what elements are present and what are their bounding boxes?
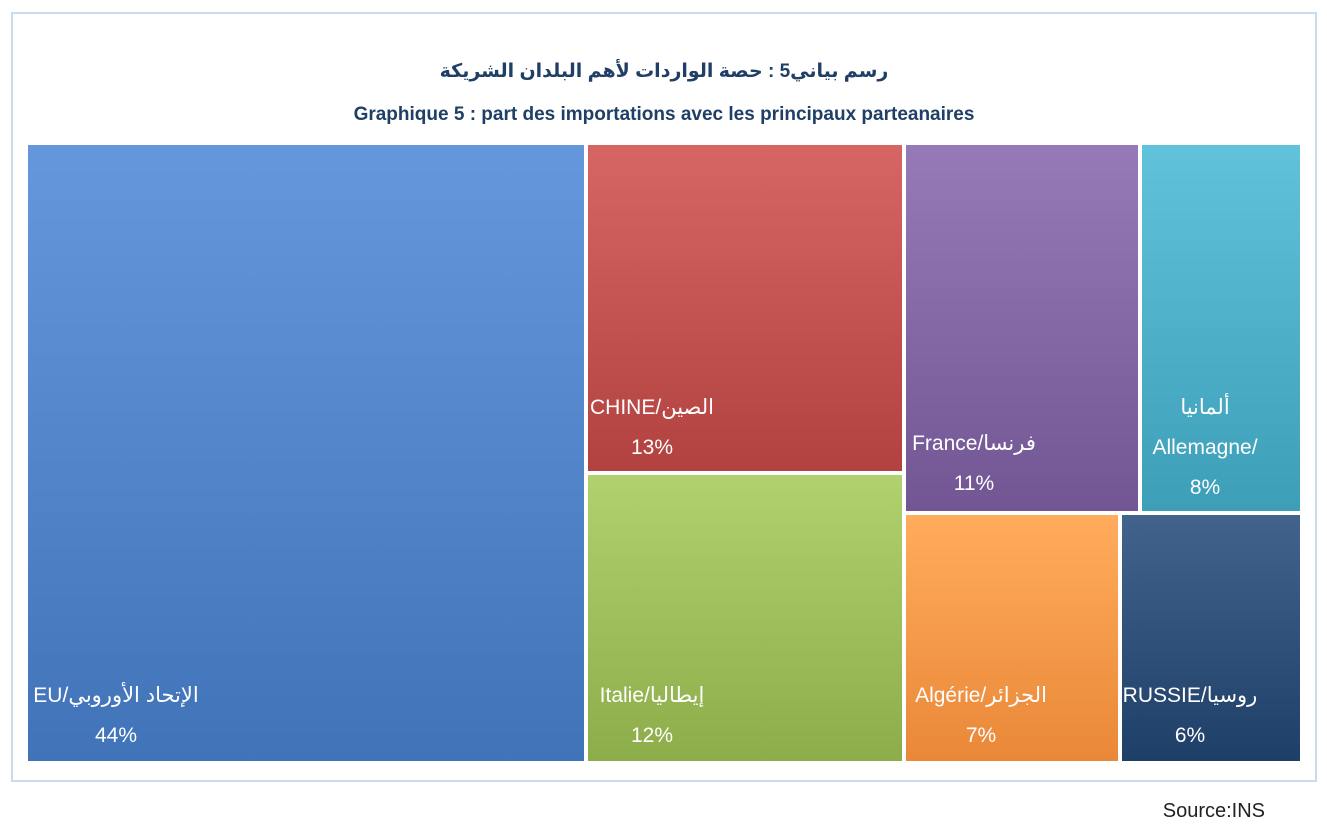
treemap-tile-label: RUSSIE/روسيا 6% [1040,676,1327,756]
treemap-tile [904,513,1120,763]
chart-title-french: Graphique 5 : part des importations avec… [353,104,975,125]
treemap-value-label: 44% [94,724,138,747]
treemap-category-label: Allemagne/ [1152,436,1258,459]
treemap-tile-label: CHINE/الصين 13% [502,388,802,468]
treemap-category-label: CHINE/الصين [590,396,714,419]
treemap-tile-label: ألمانيا Allemagne/8% [1055,388,1327,508]
treemap-tile-label: Algérie/الجزائر 7% [831,676,1131,756]
treemap-tile-label: EU/الإتحاد الأوروبي 44% [0,676,266,756]
treemap-tile [1140,143,1302,513]
treemap-tile [1120,513,1302,763]
treemap-value-label: 8% [1189,476,1221,499]
treemap-tile-label: Italie/إيطاليا 12% [502,676,802,756]
treemap-tile [586,473,904,763]
treemap-tile [586,143,904,473]
treemap-value-label: 11% [953,472,995,495]
treemap-category-label: EU/الإتحاد الأوروبي [33,684,199,707]
treemap-category-label: Italie/إيطاليا [599,684,705,707]
treemap-category-label: RUSSIE/روسيا [1122,684,1258,707]
chart-title-arabic: رسم بياني5 : حصة الواردات لأهم البلدان ا… [439,61,889,82]
treemap-category-label: France/فرنسا [912,432,1036,455]
treemap-value-label: 7% [965,724,997,747]
treemap-value-label: 13% [630,436,674,459]
treemap-category-label: Algérie/الجزائر [915,684,1047,707]
treemap-tile [904,143,1140,513]
treemap-tile-label: France/فرنسا 11% [824,424,1124,504]
treemap-value-label: 12% [630,724,674,747]
treemap-tile [26,143,586,763]
treemap-value-label: 6% [1174,724,1206,747]
source-note: Source:INS [1162,800,1265,822]
treemap-category-label: ألمانيا [1180,396,1230,419]
